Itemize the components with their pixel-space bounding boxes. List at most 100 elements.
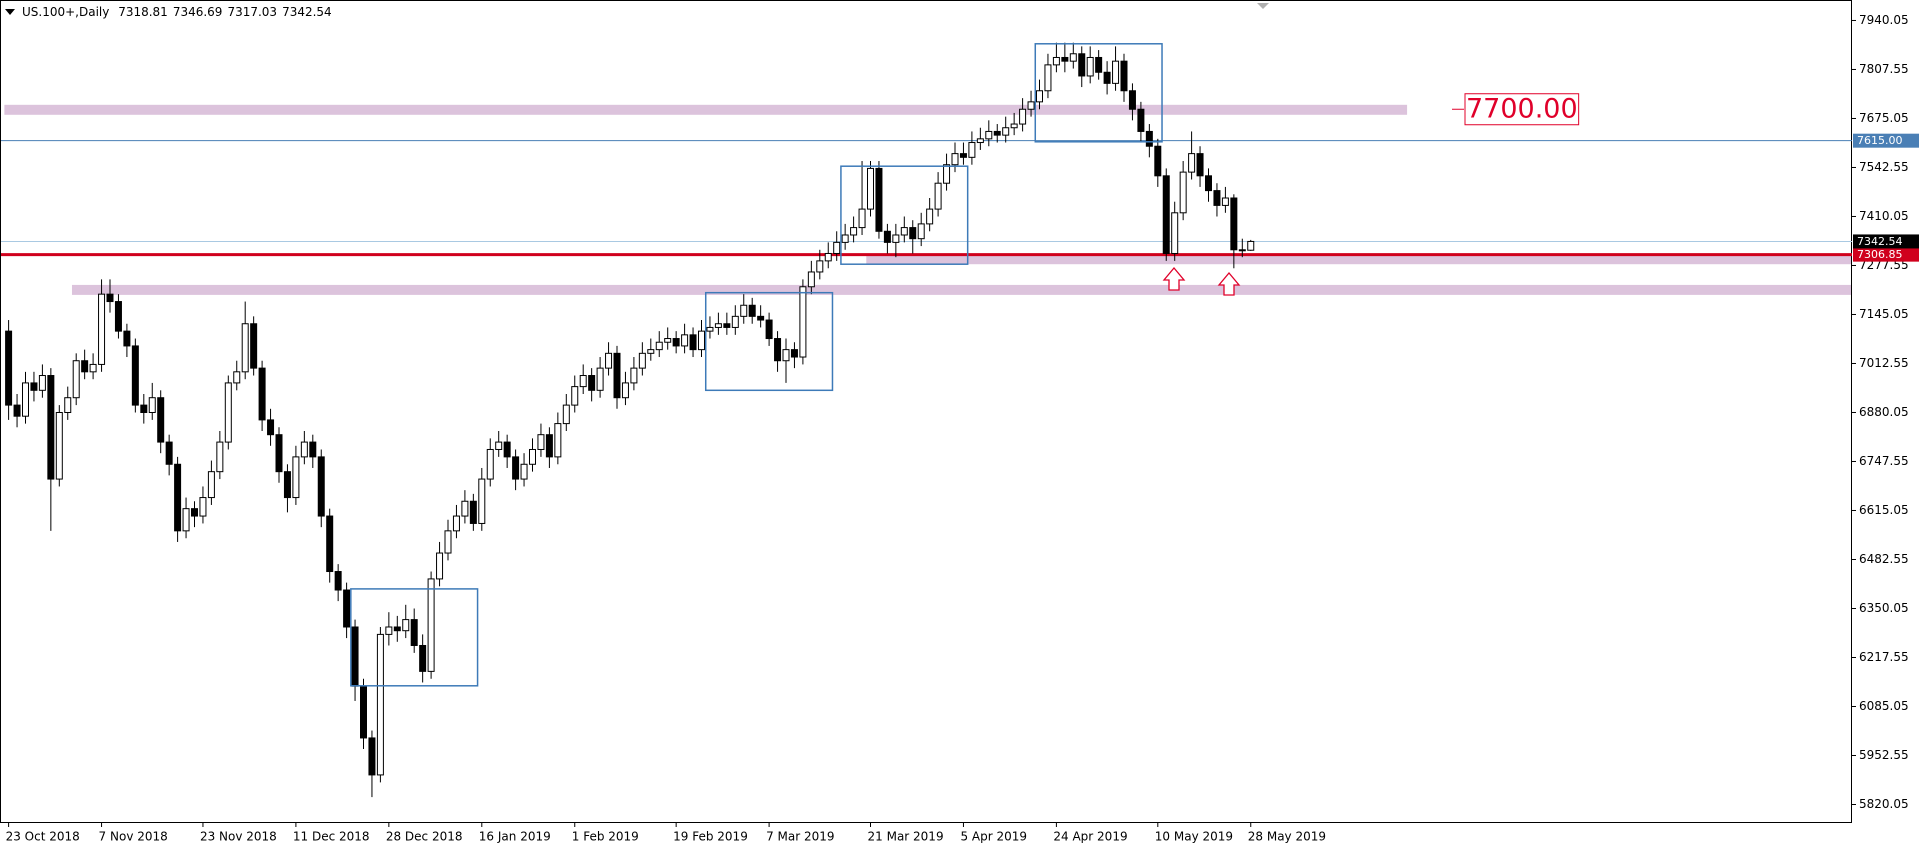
candle-body <box>706 326 714 332</box>
candle-body <box>1238 249 1246 252</box>
candle-body <box>114 301 122 332</box>
candle-body <box>241 323 249 373</box>
x-tick-label: 5 Apr 2019 <box>960 830 1027 844</box>
candle-body <box>157 397 165 443</box>
candle-body <box>976 138 984 144</box>
candle-body <box>1247 240 1255 251</box>
candle-body <box>867 167 874 210</box>
candles <box>5 42 1255 798</box>
candle-body <box>385 626 393 635</box>
annotation-label: 7700.00 <box>1466 94 1578 125</box>
candle-body <box>1213 190 1221 206</box>
candle-body <box>562 404 570 425</box>
candle-body <box>317 456 325 517</box>
candle-body <box>5 330 13 406</box>
candle-body <box>38 375 46 391</box>
candle-body <box>402 619 410 632</box>
candle-body <box>985 130 993 140</box>
candle-body <box>926 208 934 225</box>
symbol-title: US.100+,Daily <box>22 5 110 19</box>
candle-body <box>207 471 215 499</box>
candle-body <box>748 304 756 317</box>
candle-body <box>968 142 976 158</box>
price-label: 7306.85 <box>1857 248 1903 261</box>
candle-body <box>892 234 900 243</box>
y-tick-label: 6880.05 <box>1859 405 1909 419</box>
candle-body <box>233 371 241 384</box>
candle-body <box>765 319 773 340</box>
candle-body <box>368 737 376 776</box>
candle-body <box>790 349 798 358</box>
candle-body <box>1196 153 1204 177</box>
y-tick-label: 7012.55 <box>1859 356 1909 370</box>
candle-body <box>554 423 562 458</box>
candle-body <box>1044 64 1052 92</box>
candle-body <box>1162 175 1170 254</box>
menu-triangle[interactable] <box>5 9 15 15</box>
candle-body <box>393 626 401 632</box>
candle-body <box>774 338 782 362</box>
candle-body <box>1205 175 1212 192</box>
candle-body <box>537 434 545 450</box>
candle-body <box>360 685 367 739</box>
candle-body <box>1112 60 1120 84</box>
candle-body <box>647 349 655 354</box>
ohlc-low: 7317.03 <box>227 5 278 19</box>
candle-body <box>1137 108 1145 132</box>
candle-body <box>123 330 131 347</box>
x-tick-label: 7 Nov 2018 <box>99 830 168 844</box>
x-tick-label: 24 Apr 2019 <box>1053 830 1127 844</box>
candle-body <box>64 397 72 414</box>
x-tick-label: 28 May 2019 <box>1248 830 1326 844</box>
candle-body <box>824 252 832 262</box>
candle-body <box>858 208 866 229</box>
candle-body <box>275 434 283 473</box>
y-tick-label: 7807.55 <box>1859 62 1909 76</box>
candle-body <box>1027 101 1035 110</box>
candle-body <box>47 375 55 480</box>
candle-body <box>638 352 646 369</box>
candle-body <box>452 515 460 532</box>
candle-body <box>72 360 80 399</box>
arrow-up <box>1162 266 1186 291</box>
candle-body <box>655 341 663 351</box>
candle-body <box>951 153 959 166</box>
price-label-bg <box>1853 133 1919 148</box>
y-tick-label: 6482.55 <box>1859 552 1909 566</box>
candle-body <box>174 463 182 532</box>
ohlc-open: 7318.81 <box>118 5 168 19</box>
candle-body <box>943 164 951 184</box>
box <box>1034 43 1163 143</box>
candle-body <box>1052 56 1060 66</box>
candle-body <box>723 323 731 328</box>
candle-body <box>486 448 494 480</box>
candle-body <box>993 130 1001 136</box>
zone <box>71 284 1852 295</box>
candle-body <box>630 367 638 384</box>
candle-body <box>1188 153 1196 173</box>
arrow-up <box>1217 271 1241 296</box>
candle-body <box>588 375 596 391</box>
x-tick-label: 28 Dec 2018 <box>386 830 463 844</box>
candle-body <box>1145 130 1153 147</box>
candle-body <box>1120 60 1128 92</box>
bid-label: 7342.54 <box>1857 235 1903 248</box>
axes: 5820.05 5952.55 6085.05 6217.55 6350.05 6482.… <box>6 13 1919 844</box>
box <box>704 291 834 392</box>
candle-body <box>309 441 317 458</box>
candle-body <box>351 626 359 687</box>
candle-body <box>140 404 148 414</box>
candle-body <box>182 508 190 532</box>
candle-body <box>1061 56 1069 62</box>
candle-body <box>664 338 672 343</box>
candle-body <box>571 386 579 406</box>
candle-body <box>1230 197 1238 251</box>
candle-body <box>512 456 520 480</box>
candle-body <box>807 271 815 288</box>
candle-body <box>613 352 621 399</box>
candle-body <box>1019 108 1027 125</box>
y-tick-label: 6350.05 <box>1859 601 1909 615</box>
candle-body <box>165 441 173 465</box>
candle-body <box>833 241 841 254</box>
